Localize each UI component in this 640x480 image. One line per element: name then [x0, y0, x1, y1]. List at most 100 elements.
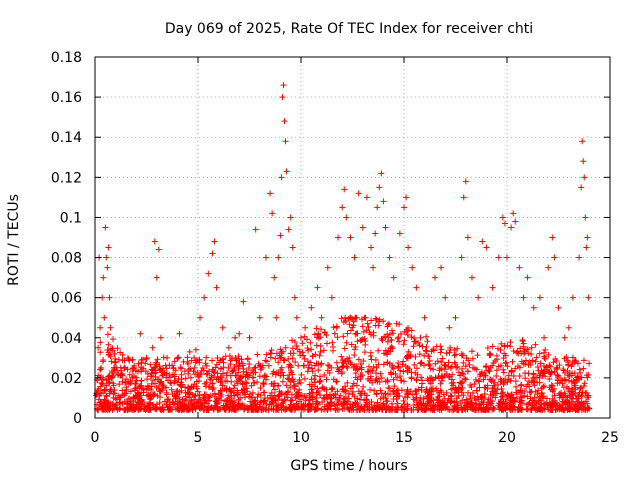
data-point: [500, 355, 507, 362]
data-point: [491, 379, 498, 386]
data-point: [293, 314, 300, 321]
data-point: [530, 304, 537, 311]
data-point: [405, 390, 412, 397]
data-point: [531, 394, 538, 401]
data-point: [458, 254, 465, 261]
data-point: [546, 369, 553, 376]
data-point: [287, 362, 294, 369]
data-point: [271, 386, 278, 393]
data-point: [296, 376, 303, 383]
data-point: [461, 405, 468, 412]
data-point: [462, 363, 469, 370]
data-point: [239, 389, 246, 396]
data-point: [130, 397, 137, 404]
data-point: [421, 362, 428, 369]
data-point: [516, 264, 523, 271]
data-point: [154, 405, 161, 412]
data-point: [580, 383, 587, 390]
data-point: [303, 336, 310, 343]
data-point: [349, 402, 356, 409]
data-point: [380, 318, 387, 325]
data-point: [446, 373, 453, 380]
data-point: [192, 371, 199, 378]
data-point: [362, 338, 369, 345]
data-point: [489, 362, 496, 369]
data-point: [238, 356, 245, 363]
data-point: [376, 184, 383, 191]
data-point: [493, 367, 500, 374]
data-point: [489, 398, 496, 405]
data-point: [460, 371, 467, 378]
data-point: [439, 374, 446, 381]
data-point: [351, 393, 358, 400]
data-point: [447, 364, 454, 371]
data-point: [155, 246, 162, 253]
data-point: [102, 224, 109, 231]
data-point: [283, 382, 290, 389]
data-point: [425, 392, 432, 399]
data-point: [151, 391, 158, 398]
data-point: [518, 350, 525, 357]
data-point: [317, 334, 324, 341]
data-point: [320, 385, 327, 392]
data-point: [542, 346, 549, 353]
data-point: [275, 254, 282, 261]
data-point: [547, 363, 554, 370]
data-point: [524, 406, 531, 413]
data-point: [534, 364, 541, 371]
data-point: [367, 386, 374, 393]
data-point: [527, 361, 534, 368]
data-point: [419, 406, 426, 413]
data-point: [253, 405, 260, 412]
data-point: [209, 357, 216, 364]
data-point: [217, 387, 224, 394]
data-point: [502, 399, 509, 406]
data-point: [432, 360, 439, 367]
data-point: [541, 334, 548, 341]
data-point: [390, 376, 397, 383]
data-point: [172, 392, 179, 399]
data-point: [212, 398, 219, 405]
data-point: [214, 354, 221, 361]
data-point: [341, 395, 348, 402]
data-point: [277, 232, 284, 239]
data-point: [96, 402, 103, 409]
data-point: [325, 362, 332, 369]
data-point: [223, 385, 230, 392]
data-point: [405, 244, 412, 251]
data-point: [305, 401, 312, 408]
data-point: [289, 376, 296, 383]
data-point: [209, 386, 216, 393]
data-point: [378, 170, 385, 177]
data-point: [403, 354, 410, 361]
data-point: [400, 341, 407, 348]
data-point: [338, 400, 345, 407]
data-point: [209, 250, 216, 257]
data-point: [236, 330, 243, 337]
data-point: [524, 393, 531, 400]
data-point: [561, 334, 568, 341]
data-point: [582, 214, 589, 221]
data-point: [160, 371, 167, 378]
data-point: [509, 358, 516, 365]
data-point: [358, 364, 365, 371]
data-point: [373, 391, 380, 398]
data-point: [135, 360, 142, 367]
data-point: [318, 314, 325, 321]
data-point: [203, 371, 210, 378]
data-point: [466, 395, 473, 402]
data-point: [276, 393, 283, 400]
data-point: [474, 352, 481, 359]
data-point: [99, 358, 106, 365]
data-point: [381, 390, 388, 397]
data-point: [305, 364, 312, 371]
data-point: [205, 397, 212, 404]
data-point: [524, 274, 531, 281]
data-point: [171, 358, 178, 365]
data-point: [159, 385, 166, 392]
data-point: [184, 389, 191, 396]
data-point: [562, 392, 569, 399]
data-point: [389, 406, 396, 413]
data-point: [468, 274, 475, 281]
